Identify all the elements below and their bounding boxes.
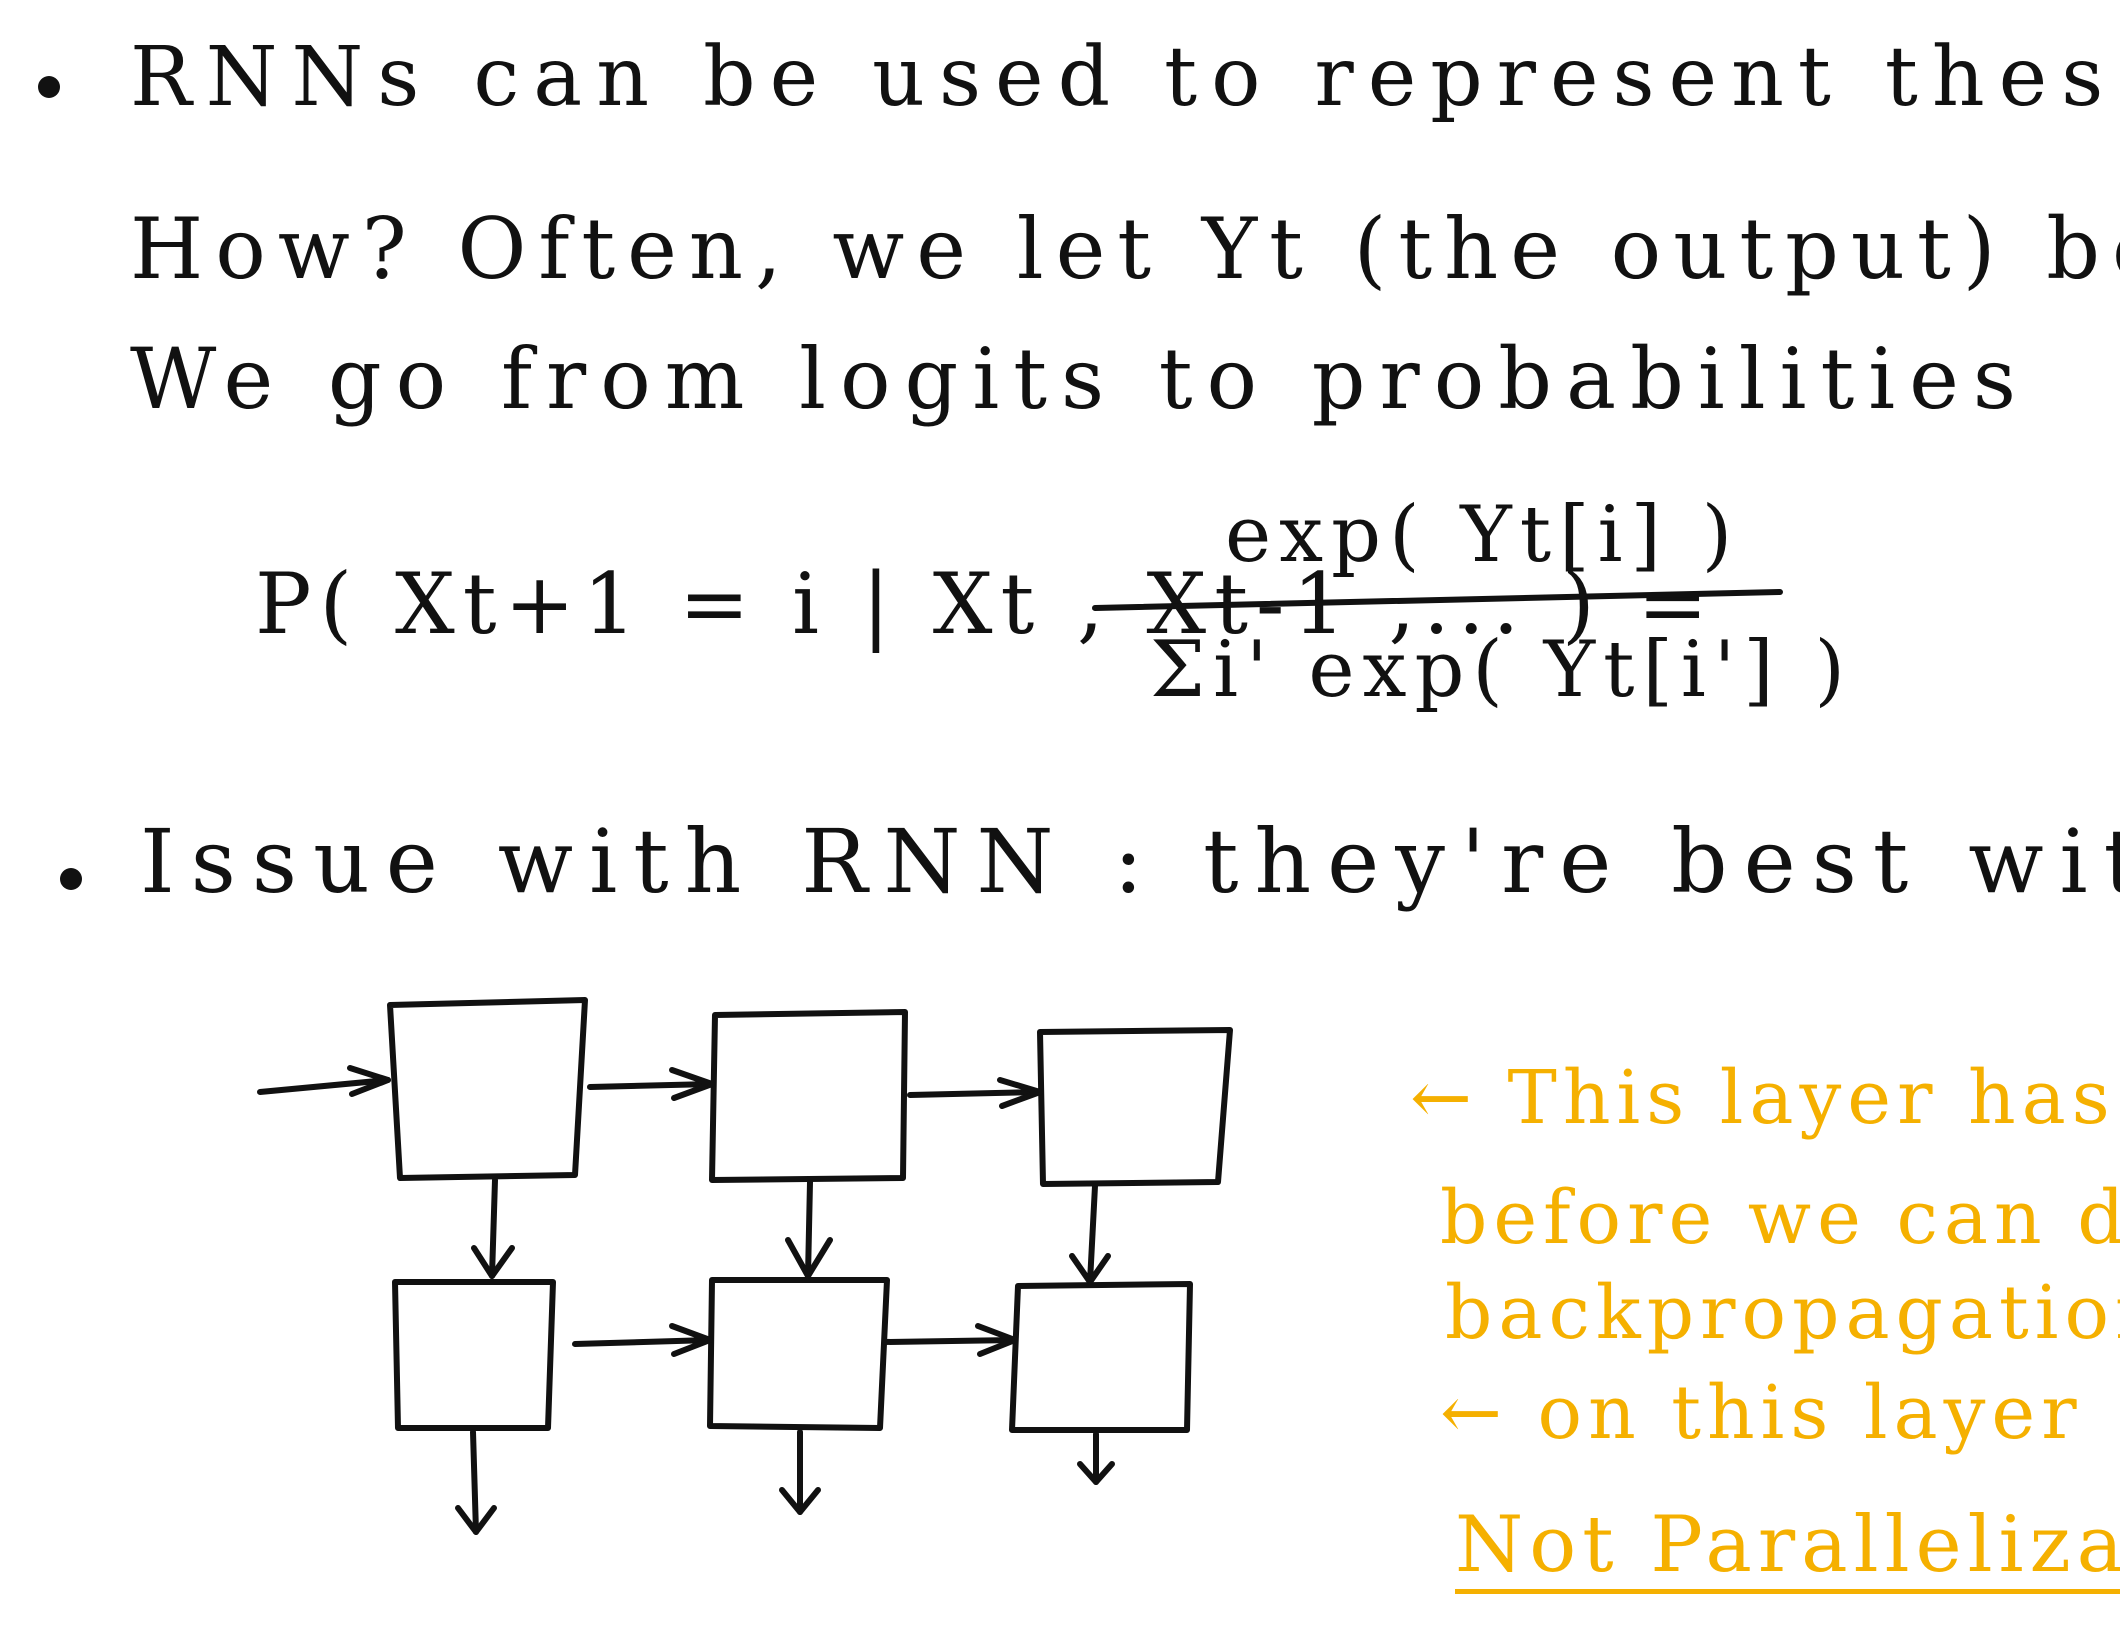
arrow-right: [587, 1081, 715, 1090]
arrow-down: [805, 1179, 813, 1279]
arrow-right: [347, 1065, 391, 1097]
note-text: We go from logits to probabilities: [130, 330, 2030, 428]
rnn-cell-box: [1009, 1281, 1193, 1433]
arrow-right: [257, 1077, 391, 1095]
formula-lhs: P( Xt+1 = i | Xt , Xt-1 ,... ) =: [255, 555, 1716, 653]
arrow-down: [471, 1245, 515, 1279]
arrow-right: [572, 1337, 713, 1347]
arrow-down: [489, 1177, 498, 1279]
annotation-line: ← This layer has to finish: [1410, 1055, 2120, 1141]
annotation-line: ← on this layer: [1440, 1370, 2083, 1456]
formula-denominator: Σi' exp( Yt[i'] ): [1150, 625, 1853, 715]
fraction-bar: [1092, 589, 1783, 611]
arrow-right: [882, 1337, 1018, 1345]
arrow-right: [975, 1323, 1018, 1357]
note-text: RNNs can be used to represent these: [130, 30, 2120, 125]
rnn-cell-box: [392, 1279, 556, 1431]
arrow-down: [470, 1429, 479, 1535]
arrow-down: [1077, 1461, 1115, 1485]
note-line-rnn-probabilities: RNNs can be used to represent these pred…: [130, 30, 2120, 125]
arrow-down: [1087, 1183, 1098, 1285]
arrow-right: [997, 1077, 1043, 1109]
note-text: How? Often, we let Yt (the output) be: [130, 200, 2120, 298]
arrow-right: [669, 1323, 713, 1357]
annotation-line: before we can do: [1440, 1175, 2120, 1261]
note-line-rnn-issue: Issue with RNN : they're best with multi…: [140, 810, 2120, 913]
note-line-softmax: We go from logits to probabilitiesvia a …: [130, 330, 2120, 428]
arrow-down: [785, 1237, 833, 1279]
arrow-down: [455, 1505, 497, 1535]
arrow-down: [1069, 1253, 1111, 1285]
arrow-right: [907, 1089, 1043, 1098]
bullet-dot: [60, 868, 82, 890]
rnn-cell-box: [709, 1009, 908, 1183]
rnn-cell-box: [707, 1277, 890, 1431]
rnn-cell-box: [1037, 1027, 1233, 1187]
arrow-down: [779, 1487, 821, 1515]
arrow-right: [669, 1067, 715, 1101]
formula-numerator: exp( Yt[i] ): [1225, 490, 1741, 580]
rnn-cell-box: [387, 997, 588, 1181]
annotation-conclusion: Not Parallelizable: [1455, 1500, 2120, 1590]
bullet-dot: [38, 76, 60, 98]
annotation-line: backpropagation: [1445, 1270, 2120, 1356]
note-line-logits: How? Often, we let Yt (the output) be lo…: [130, 200, 2120, 298]
